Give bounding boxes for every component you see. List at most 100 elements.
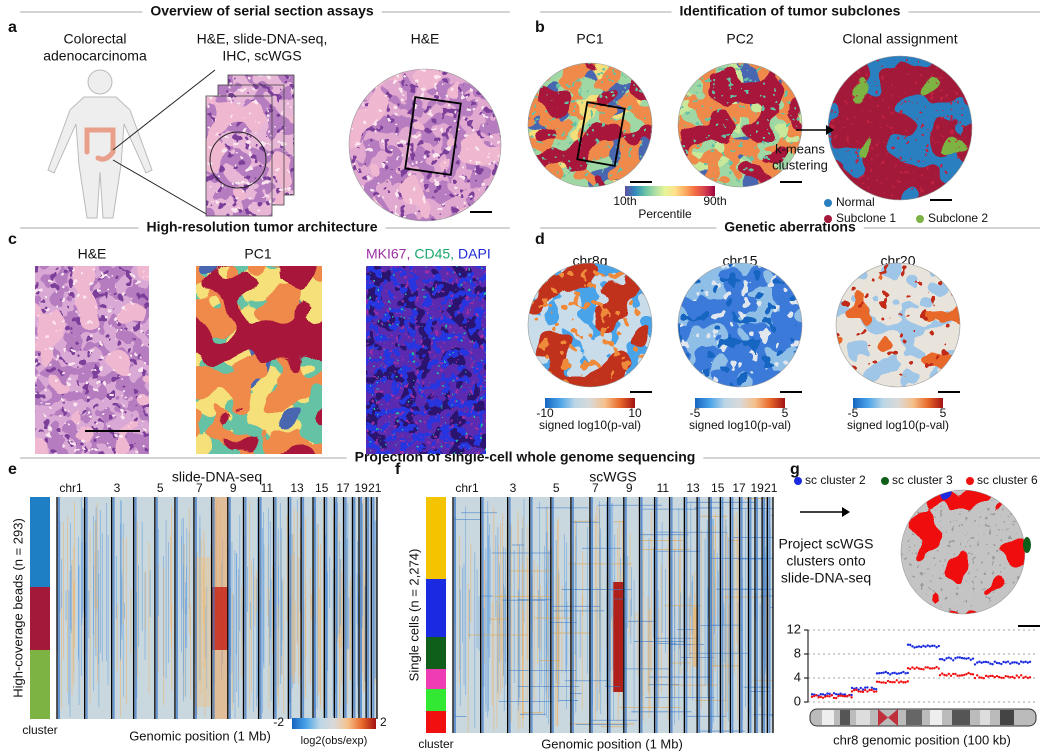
profile-point — [906, 671, 909, 675]
chromosome-label: 11 — [261, 481, 274, 495]
ideogram-band — [822, 710, 834, 725]
heatmap-cell — [698, 497, 701, 733]
heatmap-cell — [768, 497, 771, 733]
panel-letter: a — [8, 19, 17, 36]
heatmap-cell — [454, 497, 456, 733]
heatmap-cell — [571, 497, 574, 733]
profile-point — [931, 644, 934, 648]
colorbar-label: 10th — [613, 194, 636, 208]
profile-point — [956, 674, 959, 677]
profile-point — [933, 644, 936, 647]
profile-point — [971, 657, 975, 660]
profile-point — [956, 656, 959, 659]
chromosome-label: 9 — [626, 481, 633, 495]
colorbar-tick-label: -10 — [536, 406, 554, 420]
chromosome-label: 21 — [368, 481, 382, 495]
pointer-line — [112, 69, 216, 151]
cluster-bar — [426, 637, 446, 669]
profile-point — [911, 666, 914, 669]
legend-swatch — [966, 477, 974, 485]
heatmap-cell — [194, 497, 197, 719]
heatmap-cell — [624, 497, 627, 733]
profile-point — [976, 661, 979, 664]
profile-point — [891, 671, 894, 675]
cnv-map — [836, 263, 960, 387]
profile-point — [922, 644, 925, 648]
profile-point — [843, 693, 847, 696]
colorbar-label: log2(obs/exp) — [301, 735, 368, 747]
profile-point — [830, 693, 833, 697]
profile-point — [821, 696, 825, 699]
profile-point — [900, 680, 903, 683]
profile-point — [850, 696, 853, 699]
panel-letter: g — [790, 461, 800, 478]
heatmap-cell — [302, 497, 305, 719]
profile-point — [924, 645, 927, 648]
profile-point — [980, 661, 983, 664]
profile-point — [928, 645, 932, 648]
profile-point — [909, 667, 912, 671]
profile-point — [915, 666, 918, 669]
profile-point — [1002, 660, 1005, 664]
heatmap-cell — [508, 497, 511, 733]
profile-point — [902, 681, 905, 684]
ideogram-band — [980, 710, 990, 725]
profile-point — [1006, 675, 1010, 678]
chromosome-label: 13 — [686, 481, 700, 495]
profile-point — [937, 644, 940, 648]
profile-point — [1004, 674, 1007, 678]
profile-point — [1013, 661, 1016, 664]
profile-point — [938, 657, 942, 661]
heatmap-cell — [367, 497, 370, 719]
profile-point — [969, 672, 972, 676]
profile-point — [963, 657, 966, 660]
profile-point — [1000, 676, 1003, 679]
label: adenocarcinoma — [43, 48, 147, 64]
profile-point — [971, 673, 975, 676]
profile-point — [954, 657, 957, 660]
profile-point — [1022, 661, 1025, 664]
profile-point — [947, 672, 950, 676]
chromosome-label: 19 — [750, 481, 764, 495]
profile-point — [839, 692, 842, 695]
colon-illustration — [84, 127, 116, 162]
heatmap-cell — [372, 497, 375, 719]
colorbar-label: 90th — [703, 194, 726, 208]
y-tick-label: 0 — [794, 693, 801, 708]
heatmap-cell — [314, 497, 317, 719]
chromosome-label: 13 — [290, 481, 304, 495]
map-title: PC2 — [726, 31, 753, 47]
y-tick-label: 12 — [787, 621, 801, 636]
colorbar-label: Percentile — [638, 207, 692, 221]
profile-point — [817, 696, 820, 699]
heatmap-cell — [259, 497, 262, 719]
label: IHC, scWGS — [222, 48, 301, 64]
profile-point — [913, 667, 916, 670]
colorbar-tick-label: 5 — [782, 406, 789, 420]
profile-point — [945, 674, 948, 677]
y-axis-label: High-coverage beads (n = 293) — [10, 518, 25, 698]
heatmap-cell — [613, 582, 624, 692]
stain-label: DAPI — [458, 246, 491, 262]
panel-letter: f — [395, 461, 401, 478]
chromosome-label: 17 — [732, 481, 746, 495]
profile-point — [928, 667, 932, 670]
chromosome-label: 21 — [764, 481, 778, 495]
profile-point — [920, 645, 923, 649]
centromere — [878, 709, 898, 726]
colorbar-tick-label: 10 — [628, 406, 642, 420]
profile-point — [870, 686, 873, 689]
legend-label: Subclone 1 — [836, 211, 896, 225]
profile-point — [875, 690, 878, 693]
profile-point — [884, 681, 887, 685]
profile-point — [1028, 676, 1032, 679]
profile-point — [926, 666, 929, 669]
chromosome-label: 7 — [592, 481, 599, 495]
profile-point — [906, 643, 910, 646]
legend-label: sc cluster 3 — [892, 473, 953, 487]
profile-point — [872, 690, 876, 693]
chromosome-label: 15 — [315, 481, 329, 495]
profile-point — [1009, 662, 1012, 665]
legend-label: Normal — [836, 195, 875, 209]
heatmap-cell — [608, 497, 611, 733]
